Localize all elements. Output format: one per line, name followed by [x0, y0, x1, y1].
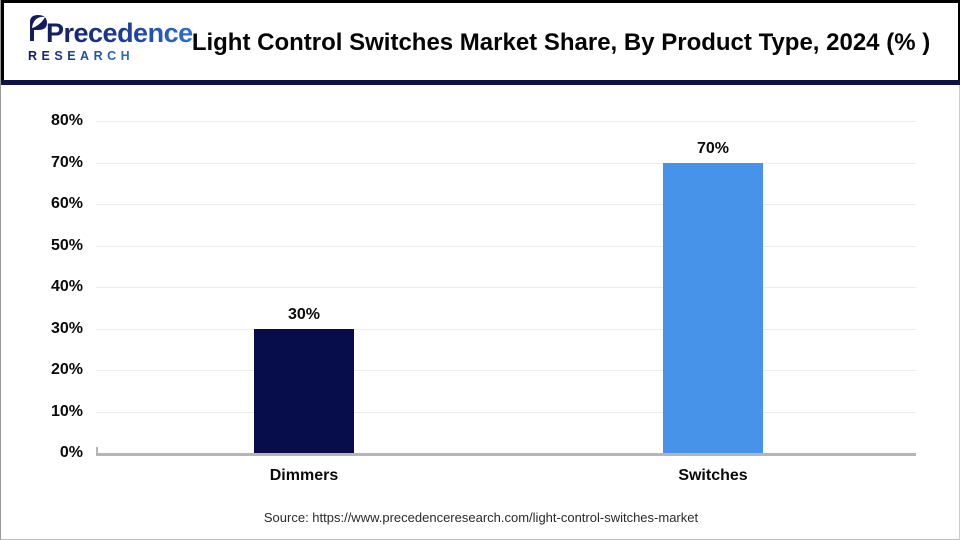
y-axis-tick: [96, 447, 98, 454]
x-axis-category-label: Dimmers: [269, 467, 339, 484]
precedence-logo: Precedence RESEARCH: [28, 15, 193, 63]
gridline: [96, 245, 916, 247]
gridline: [96, 204, 916, 205]
gridline: [96, 328, 916, 330]
bar-switches: [663, 162, 763, 453]
gridline: [96, 121, 916, 122]
gridline: [96, 162, 916, 164]
y-axis-tick-label: 30%: [50, 319, 83, 337]
header-divider: [1, 80, 960, 85]
x-axis-line: [96, 453, 916, 456]
y-axis-tick-label: 40%: [50, 278, 83, 295]
chart-title: Light Control Switches Market Share, By …: [191, 29, 931, 56]
bar-value-label: 70%: [696, 139, 730, 157]
source-text: Source: https://www.precedenceresearch.c…: [263, 510, 699, 525]
bar-value-label: 30%: [287, 305, 321, 323]
y-axis-tick-label: 70%: [50, 153, 83, 171]
bar-dimmers: [254, 328, 354, 453]
precedence-leaf-icon: [28, 15, 48, 45]
logo-wordmark: Precedence: [46, 18, 193, 48]
y-axis-tick-label: 60%: [50, 195, 83, 212]
y-axis-tick-label: 50%: [50, 236, 83, 254]
logo-subtitle: RESEARCH: [28, 49, 135, 63]
header: Precedence RESEARCH Light Control Switch…: [1, 0, 960, 80]
x-axis-category-label: Switches: [678, 467, 748, 484]
y-axis-tick-label: 0%: [59, 444, 83, 461]
gridline: [96, 411, 916, 413]
gridline: [96, 370, 916, 371]
y-axis-tick-label: 80%: [50, 112, 83, 129]
y-axis-tick-label: 20%: [50, 361, 83, 378]
gridline: [96, 287, 916, 288]
y-axis-tick-label: 10%: [50, 402, 83, 420]
